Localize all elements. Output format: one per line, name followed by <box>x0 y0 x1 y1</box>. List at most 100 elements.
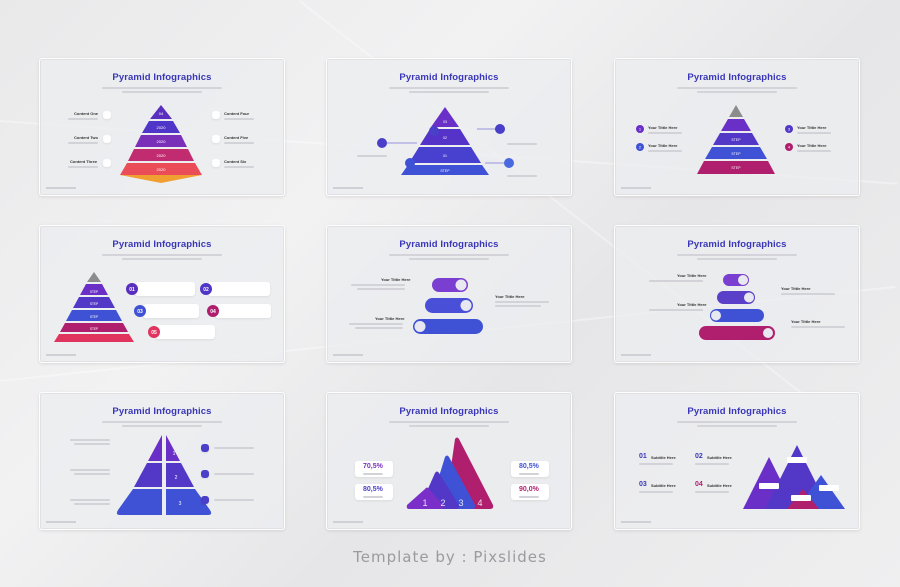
badge-number: 04 <box>210 309 216 315</box>
item-title: Your Tittle Here <box>375 316 405 321</box>
layer-label: 2020 <box>157 125 167 130</box>
slide-title: Pyramid Infographics <box>399 406 499 417</box>
text-line <box>224 166 254 168</box>
pyramid-graphic: STEP STEP STEP <box>697 105 775 174</box>
number-badge <box>148 326 160 338</box>
subtitle-label: Subtitle Here <box>707 455 732 460</box>
text-line <box>649 309 703 311</box>
icon-box <box>212 111 220 119</box>
badge-number: 3 <box>788 127 791 132</box>
text-line <box>519 473 539 475</box>
icon-box <box>201 444 209 452</box>
info-card <box>215 304 271 318</box>
number-badge <box>636 143 644 151</box>
text-line <box>68 118 98 120</box>
pyramid-layer <box>705 147 767 159</box>
pyramid-layer <box>713 133 759 145</box>
number-badge <box>126 283 138 295</box>
slide-4[interactable]: Pyramid Infographics STEP STEP STEP STEP… <box>39 225 285 363</box>
pill-bar <box>710 309 764 322</box>
peak-tag <box>759 483 779 489</box>
text-line <box>224 142 254 144</box>
subtitle-line <box>389 87 509 89</box>
text-line <box>695 463 729 465</box>
content-label: Content Four <box>224 111 250 116</box>
pyramid-layer <box>431 107 459 127</box>
pyramid-graphic: 04 2020 2020 2020 2020 <box>120 105 202 183</box>
pyramid-layer <box>150 105 172 119</box>
triangle-number: 2 <box>440 498 445 508</box>
pyramid-layer <box>60 323 128 332</box>
text-line <box>70 469 110 471</box>
pill-knob <box>711 310 721 321</box>
text-line <box>214 447 254 449</box>
text-line <box>695 491 729 493</box>
pill-knob <box>763 328 773 338</box>
pill-knob <box>744 292 754 303</box>
stacked-bars <box>413 278 483 334</box>
text-line <box>74 443 110 445</box>
slide-8[interactable]: Pyramid Infographics 70,5% 80,5% 80,5% 9… <box>326 392 572 530</box>
item-title: Your Tittle Here <box>791 319 821 324</box>
icon-box <box>201 496 209 504</box>
number-badge <box>134 305 146 317</box>
pyramid-layer <box>409 147 481 163</box>
pyramid-layer <box>135 135 187 147</box>
pyramid-half <box>166 435 180 461</box>
slide-title: Pyramid Infographics <box>399 239 499 250</box>
subtitle-line <box>389 254 509 256</box>
footer-mark <box>46 187 76 189</box>
slide-1[interactable]: Pyramid Infographics Content One Content… <box>39 58 285 196</box>
slide-7[interactable]: Pyramid Infographics 1 2 3 <box>39 392 285 530</box>
subtitle-line <box>677 421 797 423</box>
peak-tag <box>791 495 811 501</box>
triangle-shape <box>406 487 444 509</box>
slide-9[interactable]: Pyramid Infographics 01 Subtitle Here 02… <box>614 392 860 530</box>
subtitle-line <box>122 425 202 427</box>
subtitle-line <box>697 258 777 260</box>
layer-number: 2 <box>175 475 178 481</box>
slide-title: Pyramid Infographics <box>112 72 212 83</box>
badge-number: 1 <box>639 127 642 132</box>
badge-number: 03 <box>137 309 143 315</box>
nested-triangles: 1 2 3 4 <box>406 437 494 509</box>
text-line <box>68 142 98 144</box>
badge-number: 4 <box>788 145 791 150</box>
pyramid-tip <box>729 105 743 117</box>
text-line <box>214 473 254 475</box>
pyramid-half <box>166 489 212 515</box>
info-card <box>208 282 270 296</box>
layer-label: 01 <box>443 154 447 158</box>
peak-tag <box>787 457 807 463</box>
content-label: Content Three <box>70 159 98 164</box>
slide-3[interactable]: Pyramid Infographics STEP STEP STEP 1 2 … <box>614 58 860 196</box>
layer-label: STEP <box>440 169 450 173</box>
layer-label: 03 <box>443 120 447 124</box>
mountain-graphic <box>743 445 845 509</box>
text-line <box>70 499 110 501</box>
info-card <box>135 282 195 296</box>
number-badge <box>785 125 793 133</box>
text-line <box>355 327 403 329</box>
footer-mark <box>621 187 651 189</box>
layer-label: STEP <box>731 166 741 170</box>
slide-2[interactable]: Pyramid Infographics 03 02 01 STEP <box>326 58 572 196</box>
item-title: Your Tittle Here <box>677 302 707 307</box>
text-line <box>214 499 254 501</box>
subtitle-line <box>102 87 222 89</box>
pyramid-graphic: STEP STEP STEP STEP <box>54 272 134 342</box>
slide-5[interactable]: Pyramid Infographics Your Tittle Here Yo… <box>326 225 572 363</box>
content-label: Content Two <box>74 135 98 140</box>
slide-title: Pyramid Infographics <box>112 406 212 417</box>
subtitle-line <box>697 91 777 93</box>
text-line <box>639 463 673 465</box>
pill-knob <box>738 275 748 285</box>
footer-mark <box>46 354 76 356</box>
pyramid-layer <box>721 119 751 131</box>
pyramid-layer <box>54 334 134 342</box>
pyramid-layer <box>401 165 489 175</box>
badge-number: 2 <box>639 145 642 150</box>
footer-mark <box>621 354 651 356</box>
number-badge <box>636 125 644 133</box>
slide-6[interactable]: Pyramid Infographics Your Tittle Here Yo… <box>614 225 860 363</box>
